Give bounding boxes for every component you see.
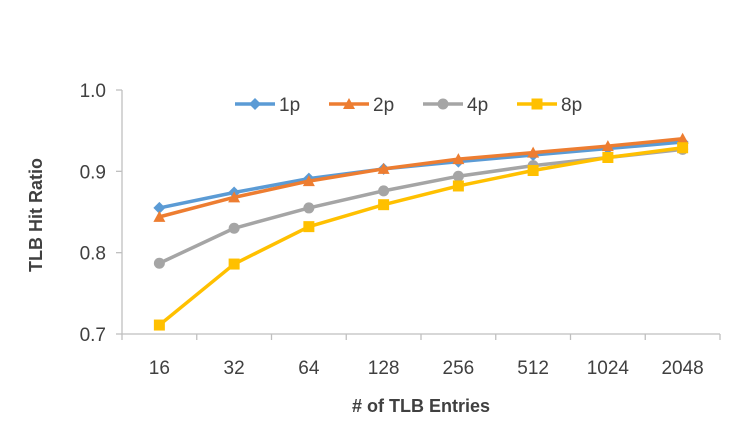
data-point-2p-512 [527,146,540,158]
x-tick-label: 16 [149,358,170,379]
x-tick-labels: 16 32 64 128 256 512 1024 2048 [149,358,704,379]
legend-marker-8p [531,98,543,110]
data-point-8p-1024 [602,152,614,164]
x-tick-label: 2048 [661,358,703,379]
legend-item-2p: 2p [329,95,394,116]
series-8p [153,142,689,331]
data-point-2p-64 [302,175,315,187]
legend-item-1p: 1p [235,95,300,116]
data-point-4p-256 [452,170,464,182]
data-point-2p-2048 [676,132,689,144]
data-point-4p-16 [153,257,165,269]
y-tick-label: 1.0 [80,81,106,102]
x-tick-label: 1024 [587,358,630,379]
data-point-4p-64 [303,202,315,214]
series-line-8p [158,146,683,327]
y-tick-label: 0.9 [80,162,106,183]
data-point-1p-16 [153,201,166,214]
y-tick-labels: 0.7 0.8 0.9 1.0 [80,81,106,346]
legend-label: 2p [373,95,394,116]
x-tick-label: 32 [224,358,245,379]
series-layer [153,132,689,331]
data-point-8p-32 [228,258,240,270]
data-point-2p-16 [153,210,166,222]
legend: 1p 2p 4p 8p [235,95,582,116]
legend-label: 4p [467,95,488,116]
series-line-2p [158,137,683,219]
y-tick-label: 0.7 [80,325,106,346]
data-point-4p-32 [228,222,240,234]
legend-label: 8p [561,95,582,116]
data-point-8p-128 [378,199,390,211]
legend-marker-2p [343,98,355,109]
legend-item-4p: 4p [423,95,488,116]
legend-label: 1p [279,95,300,116]
data-point-2p-32 [228,191,241,203]
legend-item-8p: 8p [517,95,582,116]
x-tick-label: 128 [368,358,400,379]
data-point-4p-128 [378,185,390,197]
x-tick-label: 512 [517,358,549,379]
x-axis-title: # of TLB Entries [352,396,490,416]
x-tick-label: 256 [443,358,475,379]
data-point-8p-2048 [677,142,689,154]
data-point-8p-256 [452,180,464,192]
y-tick-label: 0.8 [80,244,106,265]
axes [116,89,721,340]
x-tick-label: 64 [298,358,320,379]
legend-marker-4p [437,98,449,110]
y-axis-title: TLB Hit Ratio [26,158,46,272]
data-point-2p-256 [452,153,465,165]
data-point-8p-16 [153,319,165,331]
data-point-2p-128 [377,162,390,174]
series-2p [153,132,689,222]
data-point-8p-64 [303,221,315,233]
legend-marker-1p [249,98,261,110]
data-point-8p-512 [527,165,539,177]
data-point-2p-1024 [601,140,614,152]
